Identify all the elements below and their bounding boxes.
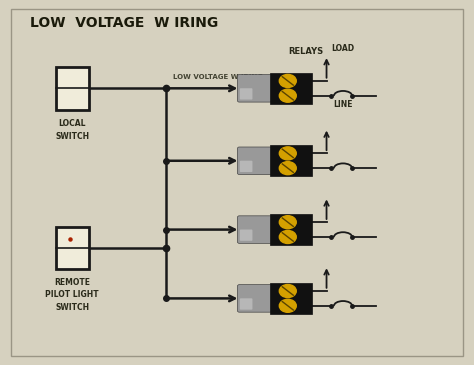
Circle shape	[279, 74, 296, 88]
Bar	[55, 66, 89, 110]
Circle shape	[279, 284, 296, 297]
FancyBboxPatch shape	[237, 285, 272, 312]
Circle shape	[279, 162, 296, 175]
FancyBboxPatch shape	[240, 298, 253, 310]
FancyBboxPatch shape	[237, 147, 272, 174]
Circle shape	[279, 147, 296, 160]
Text: LOAD: LOAD	[331, 45, 355, 53]
FancyBboxPatch shape	[240, 88, 253, 100]
Text: LOCAL
SWITCH: LOCAL SWITCH	[55, 119, 89, 141]
FancyBboxPatch shape	[237, 74, 272, 102]
Text: LOW  VOLTAGE  W IRING: LOW VOLTAGE W IRING	[30, 16, 218, 30]
Text: LINE: LINE	[334, 100, 353, 110]
Circle shape	[279, 230, 296, 243]
Circle shape	[279, 89, 296, 102]
Bar	[270, 214, 312, 245]
Text: RELAYS: RELAYS	[288, 47, 323, 56]
FancyBboxPatch shape	[237, 216, 272, 243]
Bar	[270, 73, 312, 104]
FancyBboxPatch shape	[240, 161, 253, 172]
Circle shape	[279, 299, 296, 312]
Text: REMOTE
PILOT LIGHT
SWITCH: REMOTE PILOT LIGHT SWITCH	[45, 278, 99, 312]
Bar	[270, 283, 312, 314]
Bar	[270, 145, 312, 176]
Text: LOW VOLTAGE W IRING: LOW VOLTAGE W IRING	[173, 74, 263, 80]
Circle shape	[279, 216, 296, 229]
Bar	[55, 227, 89, 269]
FancyBboxPatch shape	[240, 230, 253, 241]
